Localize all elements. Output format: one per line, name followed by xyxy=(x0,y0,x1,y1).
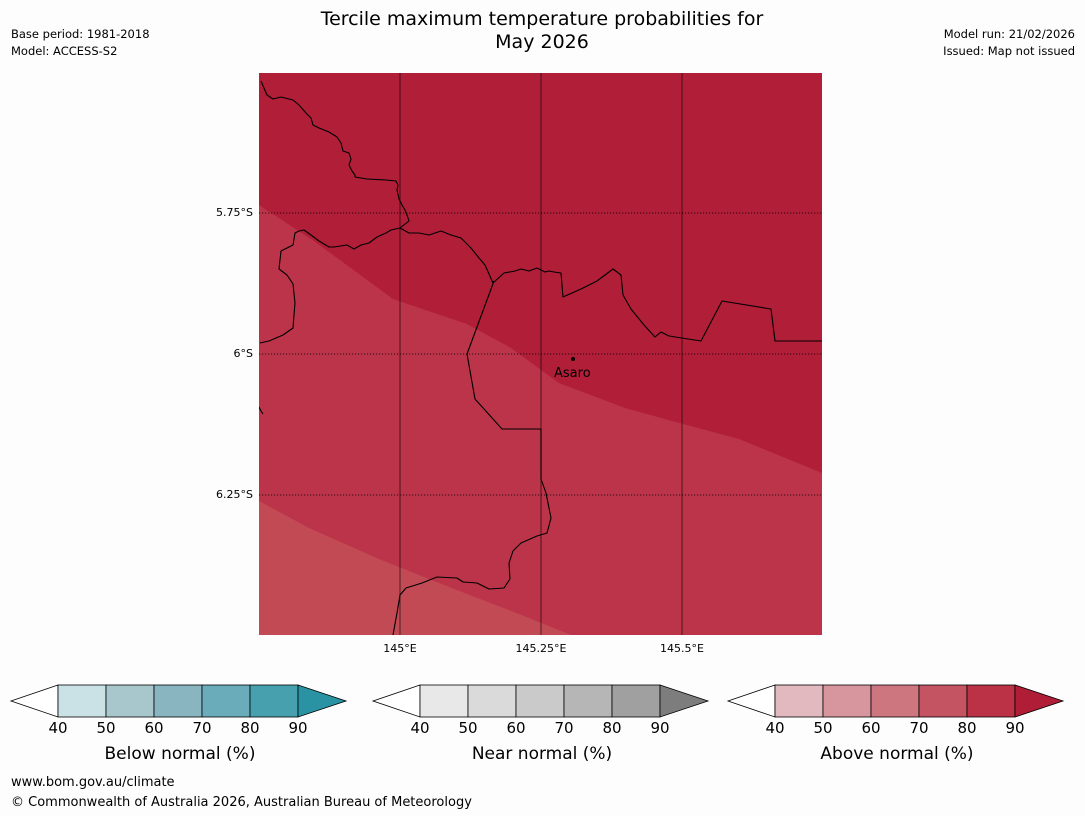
lon-label-145-5: 145.5°E xyxy=(660,642,704,655)
parallel-lines xyxy=(259,212,822,496)
tick-40: 40 xyxy=(410,719,430,737)
place-label-asaro: Asaro xyxy=(554,366,591,381)
tick-40: 40 xyxy=(765,719,785,737)
colorbar-swatch xyxy=(918,684,968,718)
colorbar-swatch xyxy=(153,684,203,718)
colorbar-max-extension xyxy=(297,684,348,718)
colorbar-near-label: Near normal (%) xyxy=(471,744,613,764)
colorbar-swatch xyxy=(249,684,299,718)
lat-label-5-75: 5.75°S xyxy=(216,206,253,219)
tick-80: 80 xyxy=(602,719,622,737)
asaro-marker[interactable] xyxy=(571,357,575,361)
colorbar-swatch xyxy=(563,684,613,718)
colorbar-swatch xyxy=(966,684,1016,718)
issued-status: Issued: Map not issued xyxy=(943,44,1075,58)
colorbar-swatch xyxy=(611,684,661,718)
colorbar-near-normal: 40 50 60 70 80 90 Near normal (%) xyxy=(371,684,712,764)
colorbar-below-label: Below normal (%) xyxy=(104,744,256,764)
tick-90: 90 xyxy=(288,719,308,737)
colorbar-max-extension xyxy=(1014,684,1065,718)
lat-label-6-25: 6.25°S xyxy=(216,488,253,501)
title-line-1: Tercile maximum temperature probabilitie… xyxy=(320,8,764,30)
colorbar-swatch xyxy=(515,684,565,718)
colorbar-swatch xyxy=(822,684,872,718)
meta-right: Model run: 21/02/2026 Issued: Map not is… xyxy=(943,26,1075,60)
colorbar-above-normal: 40 50 60 70 80 90 Above normal (%) xyxy=(726,684,1067,764)
colorbar-swatch xyxy=(201,684,251,718)
colorbar-min-extension xyxy=(726,684,776,718)
footer-copyright: © Commonwealth of Australia 2026, Austra… xyxy=(11,795,472,810)
lon-label-145-25: 145.25°E xyxy=(515,642,567,655)
footer-url: www.bom.gov.au/climate xyxy=(11,775,175,790)
colorbar-swatch xyxy=(105,684,155,718)
tick-70: 70 xyxy=(554,719,574,737)
colorbar-below-normal: 40 50 60 70 80 90 Below normal (%) xyxy=(9,684,350,764)
tick-60: 60 xyxy=(506,719,526,737)
map-title: Tercile maximum temperature probabilitie… xyxy=(242,8,842,54)
colorbar-above-ticks: 40 50 60 70 80 90 xyxy=(727,719,1067,739)
colorbar-swatch xyxy=(774,684,824,718)
province-boundaries xyxy=(259,80,822,635)
tick-50: 50 xyxy=(813,719,833,737)
boundary-ridge xyxy=(399,227,822,342)
colorbar-below-ticks: 40 50 60 70 80 90 xyxy=(10,719,350,739)
lat-label-6: 6°S xyxy=(233,347,253,360)
colorbar-max-extension xyxy=(659,684,710,718)
colorbar-swatch xyxy=(419,684,469,718)
colorbar-swatch xyxy=(870,684,920,718)
colorbar-above-label: Above normal (%) xyxy=(820,744,974,764)
lon-label-145: 145°E xyxy=(383,642,417,655)
colorbar-near-swatches xyxy=(371,684,710,718)
colorbar-above-swatches xyxy=(726,684,1065,718)
tick-60: 60 xyxy=(144,719,164,737)
boundary-inner xyxy=(392,280,552,635)
colorbar-near-ticks: 40 50 60 70 80 90 xyxy=(372,719,712,739)
probability-map[interactable]: Asaro xyxy=(259,73,822,635)
colorbar-swatch xyxy=(57,684,107,718)
tick-80: 80 xyxy=(957,719,977,737)
boundary-west-fragment xyxy=(259,406,264,415)
base-period: Base period: 1981-2018 xyxy=(11,27,150,41)
tick-80: 80 xyxy=(240,719,260,737)
meta-left: Base period: 1981-2018 Model: ACCESS-S2 xyxy=(11,26,150,60)
tick-90: 90 xyxy=(650,719,670,737)
tick-90: 90 xyxy=(1005,719,1025,737)
tick-40: 40 xyxy=(48,719,68,737)
colorbar-min-extension xyxy=(371,684,421,718)
boundary-central xyxy=(259,227,401,344)
tick-70: 70 xyxy=(909,719,929,737)
colorbar-below-swatches xyxy=(9,684,348,718)
tick-70: 70 xyxy=(192,719,212,737)
model-name: Model: ACCESS-S2 xyxy=(11,44,118,58)
boundary-north xyxy=(260,80,410,229)
model-run: Model run: 21/02/2026 xyxy=(943,27,1075,41)
tick-60: 60 xyxy=(861,719,881,737)
tick-50: 50 xyxy=(96,719,116,737)
colorbar-swatch xyxy=(467,684,517,718)
tick-50: 50 xyxy=(458,719,478,737)
title-line-2: May 2026 xyxy=(495,31,589,53)
zone-above-70 xyxy=(259,501,571,635)
colorbar-min-extension xyxy=(9,684,59,718)
